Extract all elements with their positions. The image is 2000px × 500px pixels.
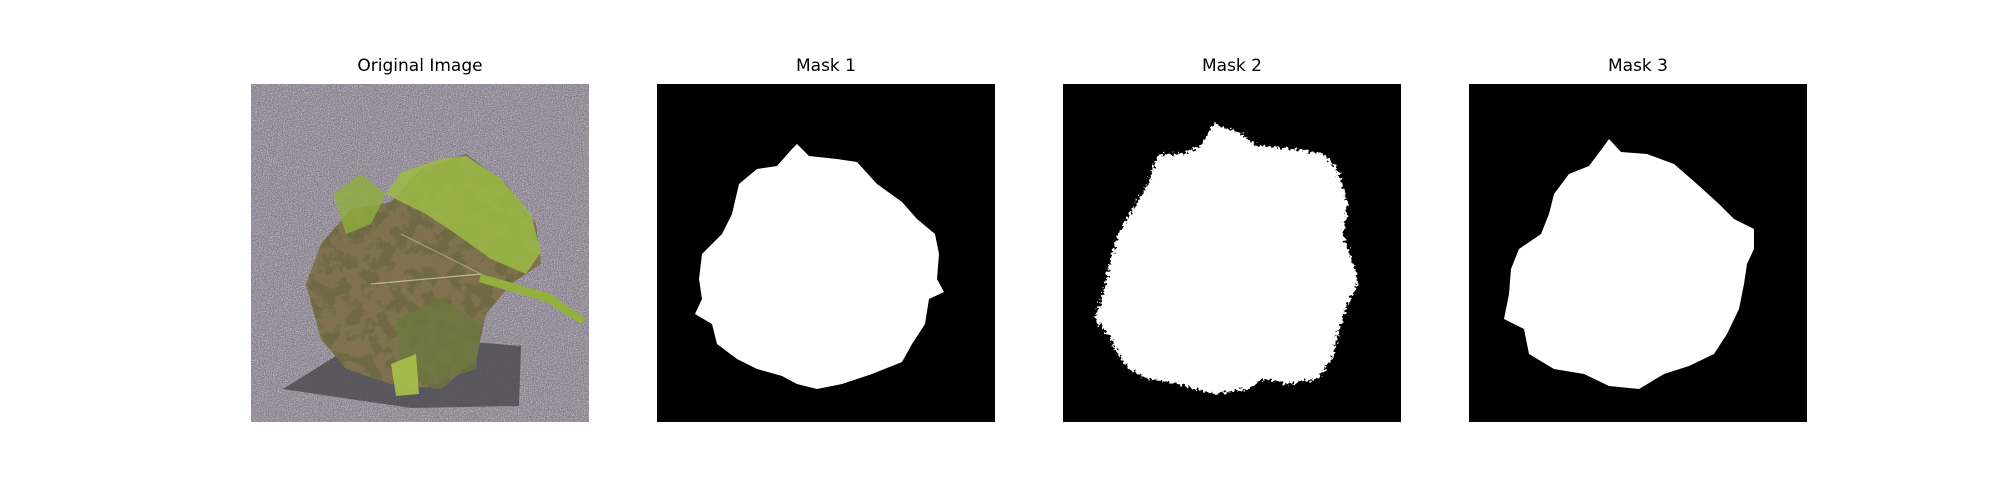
panel-mask-1: Mask 1	[657, 0, 995, 500]
panel-mask-3: Mask 3	[1469, 0, 1807, 500]
leaf-shape	[306, 154, 586, 396]
panel-title: Original Image	[357, 56, 483, 76]
panel-mask-2: Mask 2	[1063, 0, 1401, 500]
mask-2-image	[1063, 84, 1401, 422]
panel-title: Mask 1	[795, 56, 856, 76]
panel-title: Mask 3	[1607, 56, 1668, 76]
mask-3-image	[1469, 84, 1807, 422]
mask-region	[1095, 124, 1358, 394]
panel-original-image: Original Image	[251, 0, 589, 500]
panel-title: Mask 2	[1201, 56, 1262, 76]
mask-region	[695, 144, 944, 389]
mask-region	[1504, 139, 1754, 389]
mask-1-image	[657, 84, 995, 422]
original-leaf-image	[251, 84, 589, 422]
